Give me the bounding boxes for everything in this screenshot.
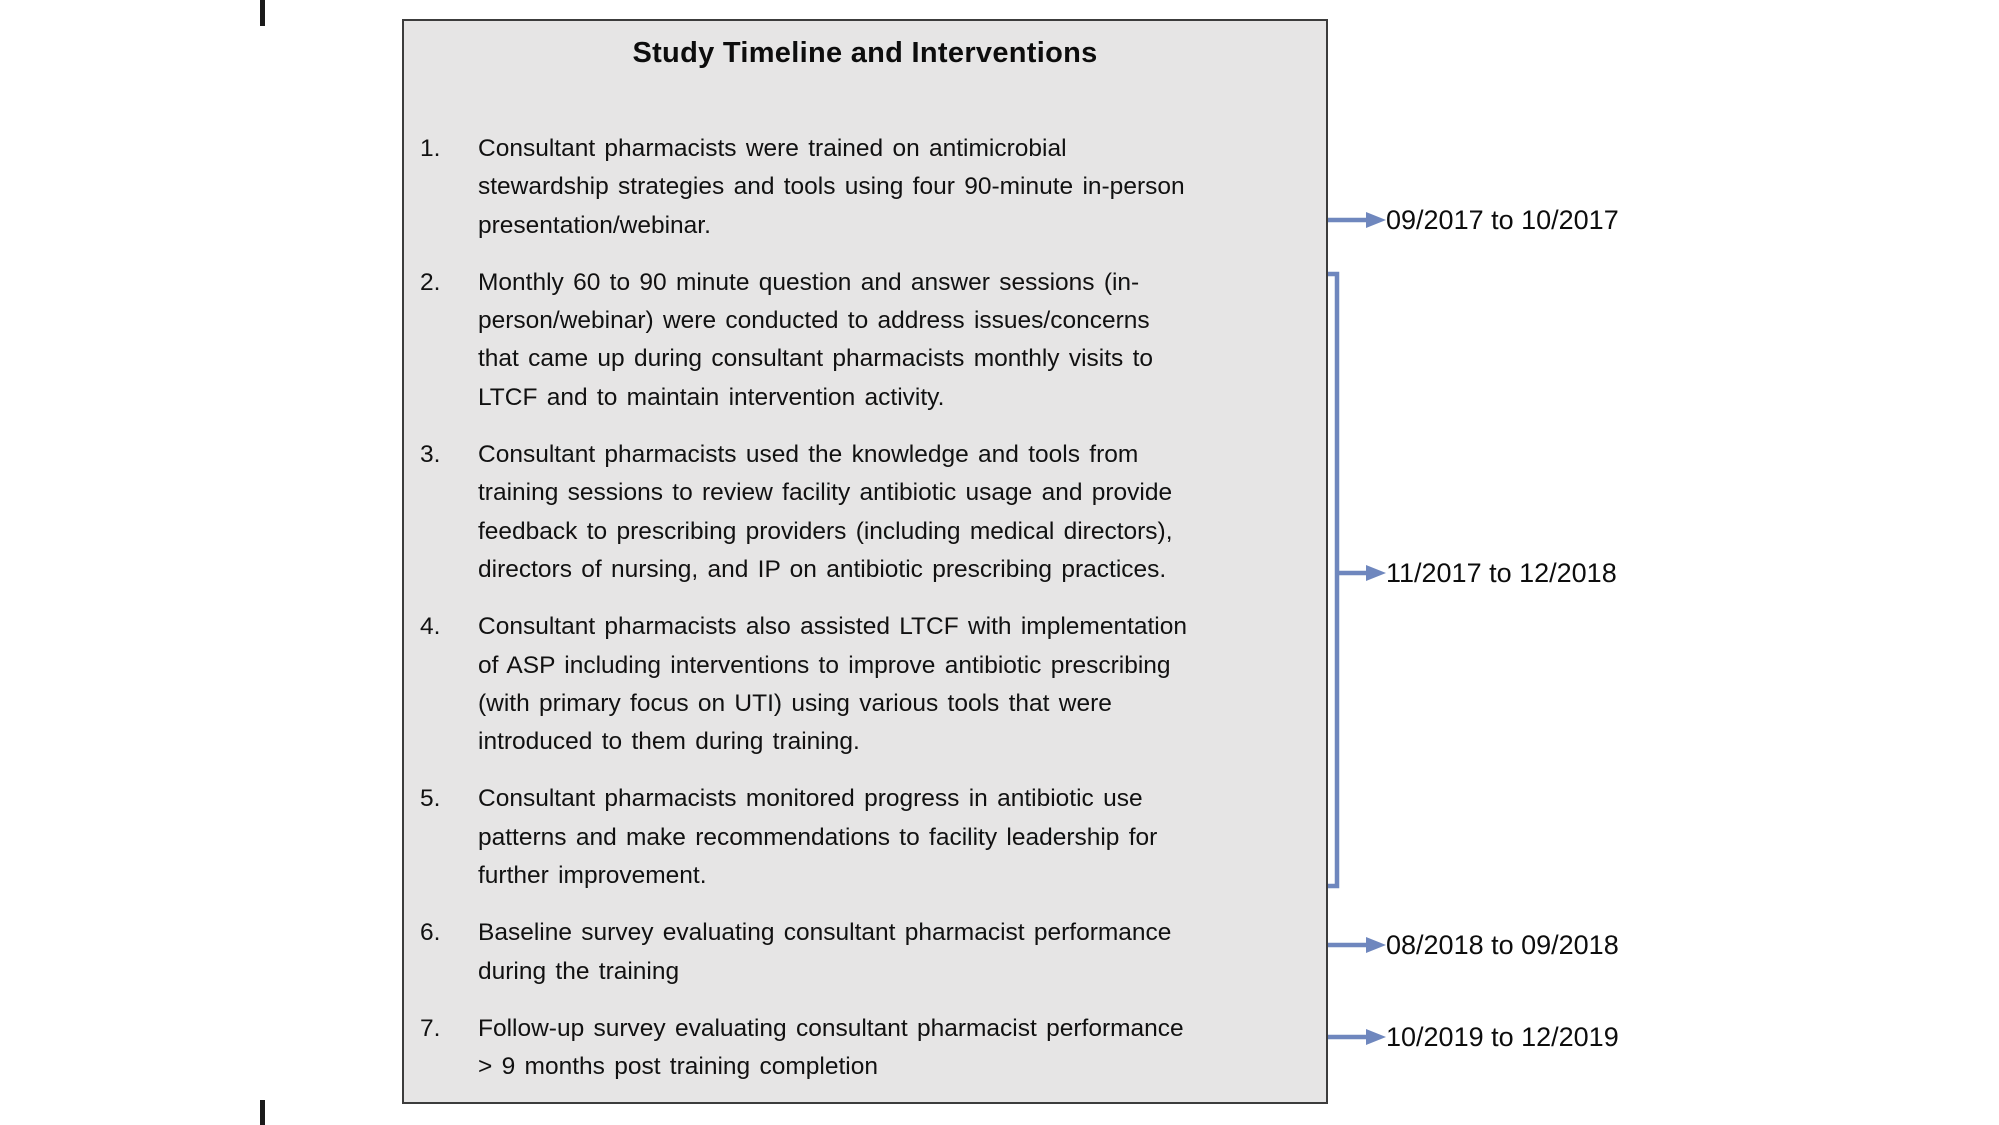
- timeline-box: Study Timeline and Interventions 1. Cons…: [402, 19, 1328, 1104]
- list-item: 3. Consultant pharmacists used the knowl…: [420, 436, 1310, 589]
- item-number: 4.: [420, 613, 441, 641]
- item-text: Consultant pharmacists used the knowledg…: [478, 441, 1173, 583]
- item-number: 7.: [420, 1014, 441, 1042]
- item-text: Follow-up survey evaluating consultant p…: [478, 1014, 1184, 1081]
- list-item: 4. Consultant pharmacists also assisted …: [420, 608, 1310, 761]
- date-range-1: 09/2017 to 10/2017: [1386, 205, 1619, 235]
- item-number: 3.: [420, 441, 441, 469]
- item-text: Monthly 60 to 90 minute question and ans…: [478, 268, 1154, 411]
- list-item: 7. Follow-up survey evaluating consultan…: [420, 1010, 1310, 1087]
- page-edge-mark-bottom: [260, 1100, 265, 1125]
- item-text: Baseline survey evaluating consultant ph…: [478, 919, 1172, 985]
- item-text: Consultant pharmacists monitored progres…: [478, 785, 1158, 890]
- page-edge-mark-top: [260, 0, 265, 26]
- date-range-2: 11/2017 to 12/2018: [1386, 558, 1617, 588]
- item-number: 2.: [420, 268, 441, 296]
- list-item: 1. Consultant pharmacists were trained o…: [420, 130, 1310, 245]
- bracket-items-2-5: [1328, 271, 1386, 889]
- list-item: 5. Consultant pharmacists monitored prog…: [420, 780, 1310, 895]
- arrow-item-1: [1328, 212, 1386, 228]
- list-item: 2. Monthly 60 to 90 minute question and …: [420, 264, 1310, 417]
- item-number: 1.: [420, 135, 441, 162]
- timeline-arrows: [1328, 212, 1386, 1045]
- arrow-item-7: [1328, 1029, 1386, 1045]
- item-text: Consultant pharmacists also assisted LTC…: [478, 613, 1188, 756]
- item-number: 5.: [420, 785, 441, 813]
- intervention-list: 1. Consultant pharmacists were trained o…: [404, 130, 1326, 1087]
- item-number: 6.: [420, 919, 441, 947]
- item-text: Consultant pharmacists were trained on a…: [478, 135, 1185, 239]
- list-item: 6. Baseline survey evaluating consultant…: [420, 914, 1310, 991]
- date-range-4: 10/2019 to 12/2019: [1386, 1022, 1619, 1052]
- figure-title: Study Timeline and Interventions: [632, 37, 1098, 69]
- arrow-item-6: [1328, 937, 1386, 953]
- date-range-3: 08/2018 to 09/2018: [1386, 930, 1619, 960]
